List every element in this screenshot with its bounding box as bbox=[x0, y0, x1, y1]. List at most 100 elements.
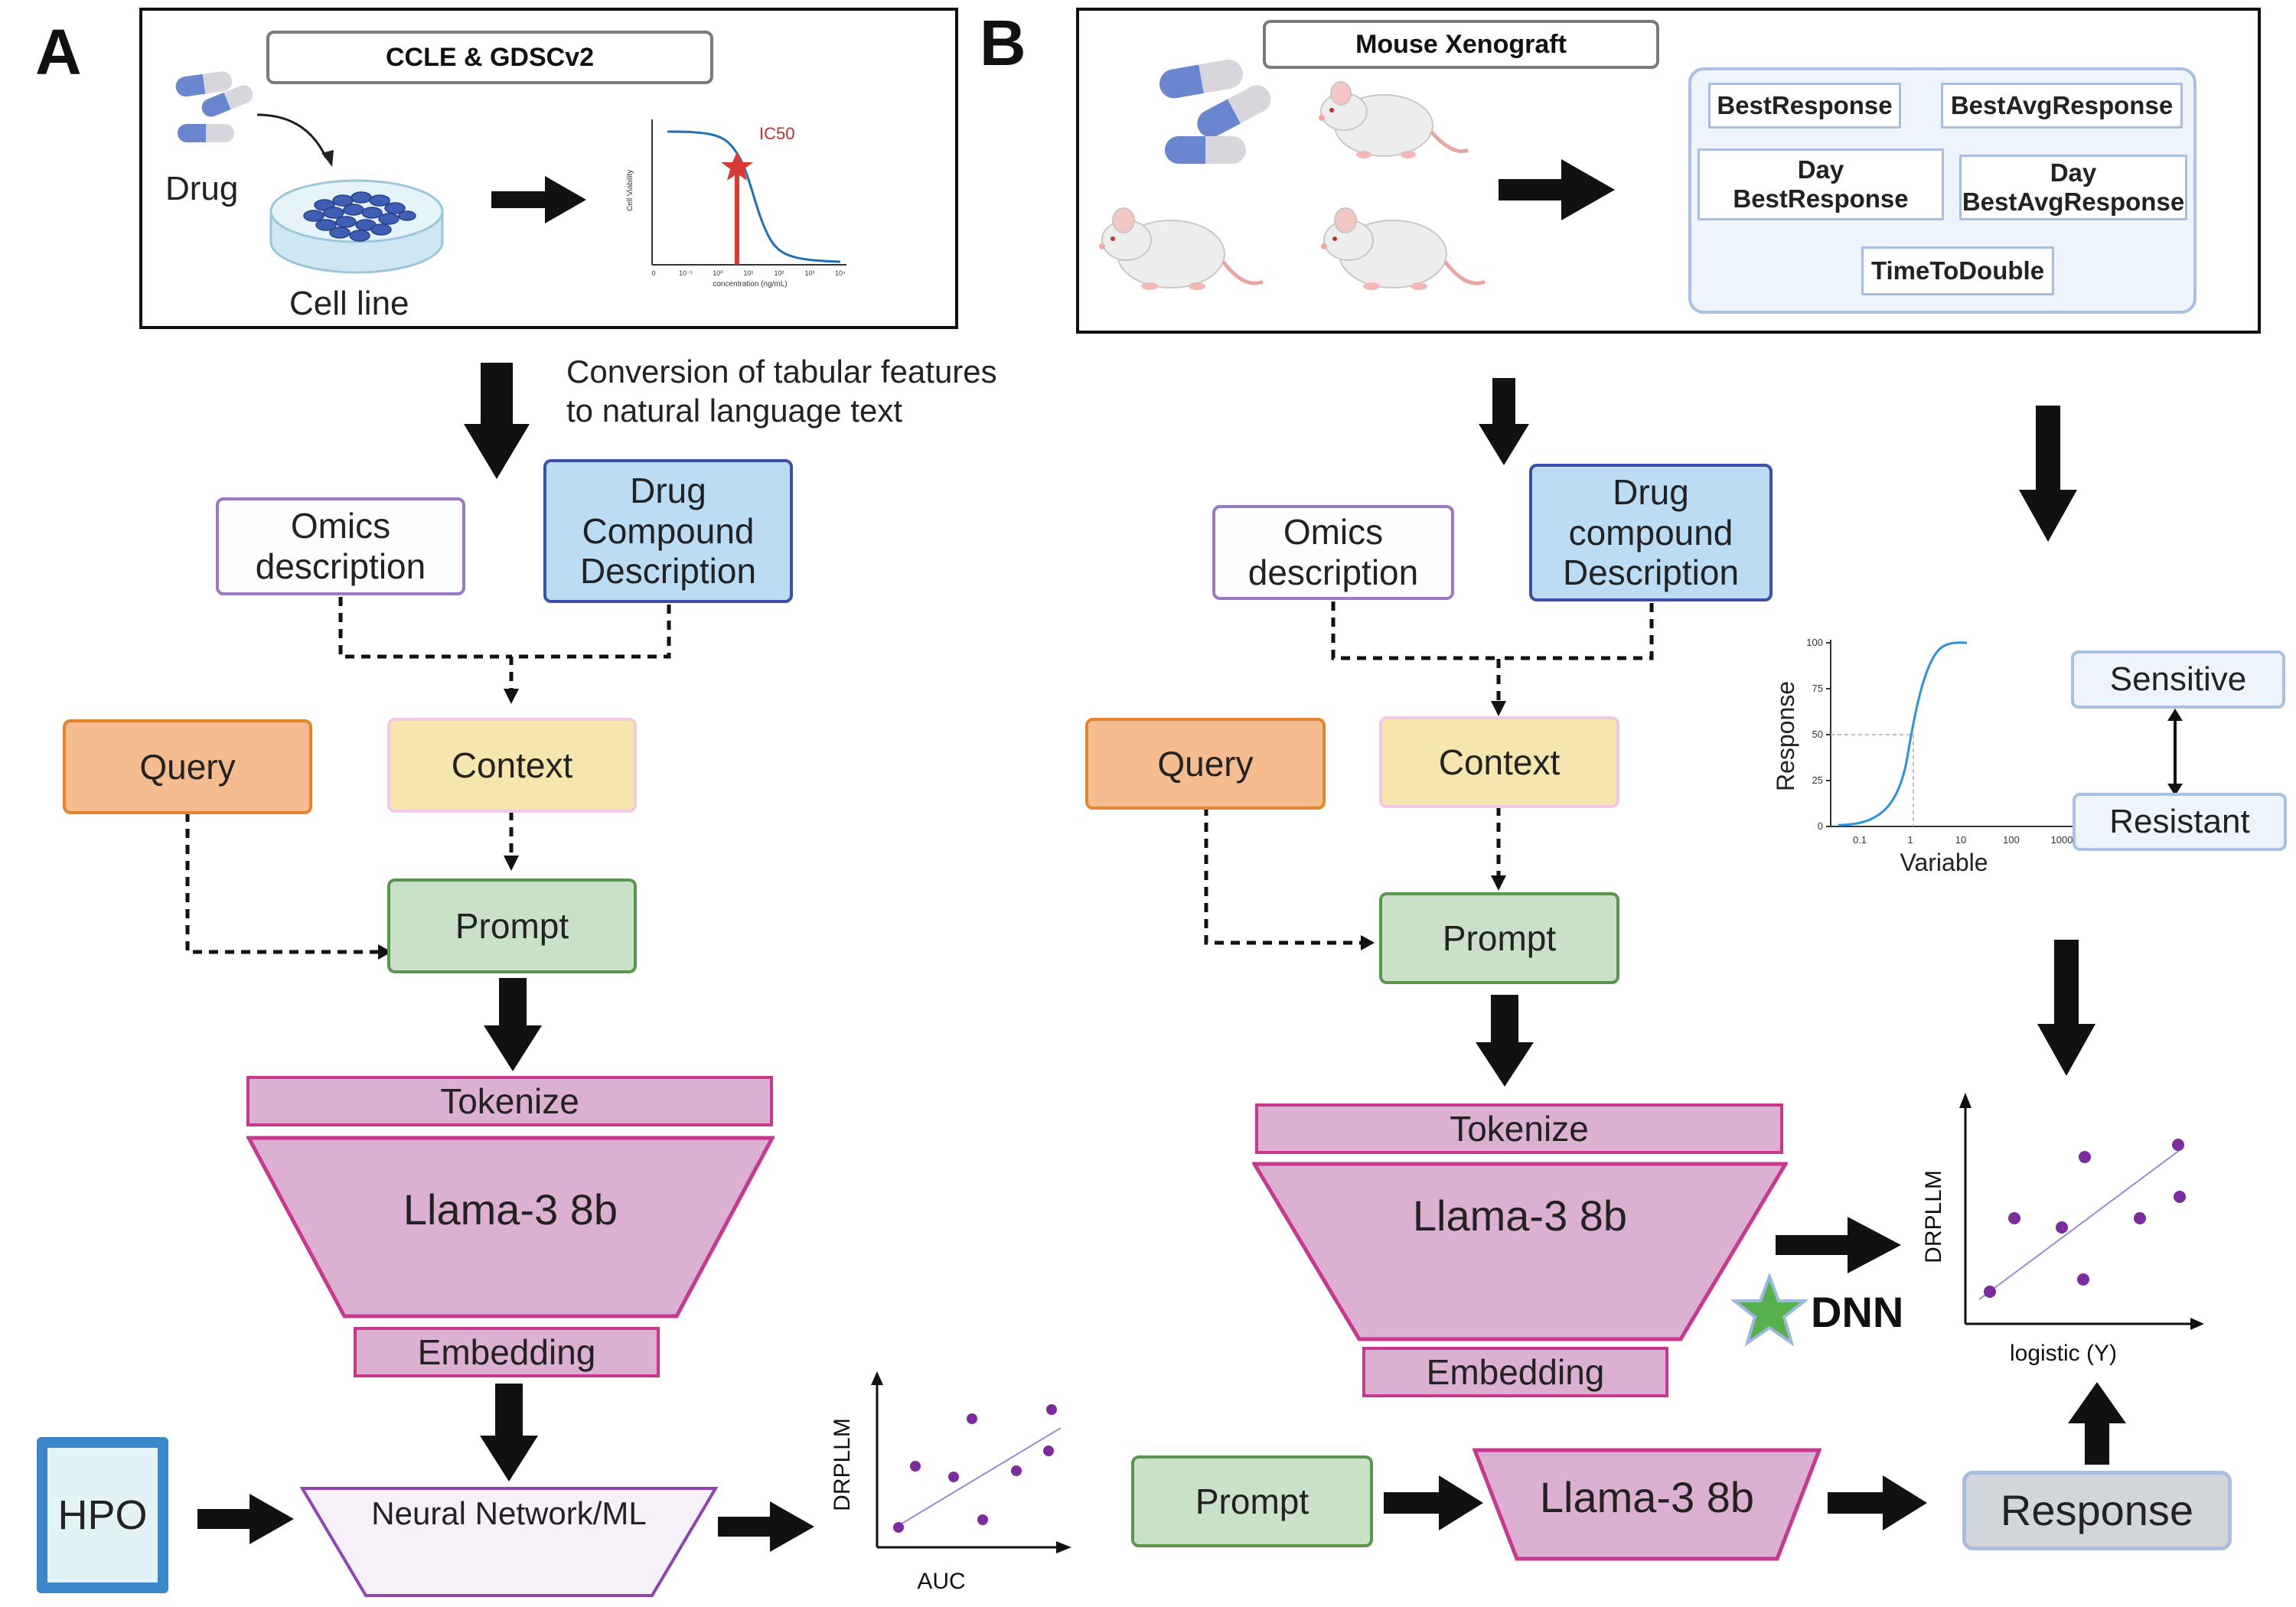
tokenize-box: Tokenize bbox=[246, 1076, 773, 1126]
prompt-box: Prompt bbox=[387, 878, 637, 973]
svg-text:0: 0 bbox=[651, 269, 655, 277]
response-box: Response bbox=[1962, 1471, 2232, 1550]
dnn-label: DNN bbox=[1811, 1288, 1904, 1336]
down-arrow bbox=[484, 978, 542, 1071]
svg-text:25: 25 bbox=[1812, 774, 1823, 786]
metric-best-response: BestResponse bbox=[1708, 83, 1901, 129]
ic50-label: IC50 bbox=[759, 124, 794, 143]
svg-text:100: 100 bbox=[1806, 637, 1823, 648]
svg-text:10: 10 bbox=[1955, 834, 1966, 846]
drug-compound-description-box: Drug Compound Description bbox=[543, 459, 793, 603]
arrow-icon bbox=[197, 1494, 294, 1544]
arrow-icon bbox=[491, 176, 586, 223]
llama-label: Llama-3 8b bbox=[1412, 1191, 1628, 1240]
pill-icon bbox=[175, 71, 233, 97]
svg-text:1000: 1000 bbox=[2051, 834, 2073, 846]
llama-trapezoid bbox=[246, 1136, 775, 1319]
arrow-icon bbox=[718, 1501, 814, 1552]
curve-x-label: concentration (ng/mL) bbox=[713, 280, 787, 288]
query-box: Query bbox=[1085, 718, 1326, 810]
svg-text:50: 50 bbox=[1812, 729, 1823, 740]
pill-icon bbox=[201, 85, 253, 117]
arrow-icon bbox=[1499, 159, 1615, 220]
neural-network-label: Neural Network/ML bbox=[371, 1495, 647, 1531]
svg-text:10⁴: 10⁴ bbox=[835, 269, 846, 277]
svg-text:10⁻¹: 10⁻¹ bbox=[679, 269, 693, 277]
neural-network-trapezoid bbox=[300, 1487, 718, 1597]
sigmoid-curve: 0 25 50 75 100 0.1 1 10 100 1000 Respons… bbox=[1776, 637, 2074, 876]
svg-text:75: 75 bbox=[1812, 683, 1823, 694]
svg-text:100: 100 bbox=[2003, 834, 2020, 846]
pill-icon bbox=[1197, 85, 1271, 138]
scatter-a-xlabel: AUC bbox=[917, 1569, 965, 1594]
metric-day-best-response: Day BestResponse bbox=[1698, 148, 1944, 220]
arrow-icon bbox=[1828, 1475, 1927, 1530]
scatter-b-xlabel: logistic (Y) bbox=[2010, 1341, 2117, 1366]
embedding-box: Embedding bbox=[1362, 1347, 1668, 1397]
llama-label-2: Llama-3 8b bbox=[1539, 1473, 1755, 1521]
sigmoid-xlabel: Variable bbox=[1900, 849, 1988, 876]
up-arrow bbox=[2068, 1382, 2126, 1465]
curve-y-label: Cell Viability bbox=[626, 170, 634, 211]
arrow-icon bbox=[1384, 1475, 1483, 1530]
context-box: Context bbox=[387, 718, 637, 813]
sigmoid-ylabel: Response bbox=[1776, 681, 1799, 791]
svg-text:0.1: 0.1 bbox=[1853, 834, 1867, 846]
dose-response-curve: IC50 Cell Viability 0 10⁻¹ 10⁰ 10¹ 10² 1… bbox=[626, 119, 846, 288]
ic50-star-icon bbox=[721, 152, 753, 181]
tokenize-box: Tokenize bbox=[1255, 1103, 1783, 1154]
omics-description-box: Omics description bbox=[216, 497, 465, 595]
star-icon bbox=[1731, 1273, 1808, 1347]
llama-trapezoid-2 bbox=[1473, 1448, 1821, 1561]
omics-description-box: Omics description bbox=[1212, 505, 1454, 600]
metric-time-to-double: TimeToDouble bbox=[1861, 246, 2054, 295]
mouse-icon bbox=[1099, 207, 1264, 290]
svg-text:10⁰: 10⁰ bbox=[713, 269, 723, 277]
down-arrow bbox=[464, 363, 530, 479]
panel-a-dataset-title: CCLE & GDSCv2 bbox=[266, 31, 713, 84]
sensitive-box: Sensitive bbox=[2071, 650, 2285, 709]
embedding-box: Embedding bbox=[354, 1327, 660, 1377]
llama-trapezoid bbox=[1252, 1162, 1788, 1341]
pill-icon bbox=[1159, 59, 1243, 99]
metric-best-avg-response: BestAvgResponse bbox=[1941, 83, 2183, 129]
mouse-icon bbox=[1321, 207, 1486, 290]
context-box: Context bbox=[1379, 716, 1619, 808]
hpo-box: HPO bbox=[37, 1437, 168, 1593]
logistic-scatter-plot: DRPLLM logistic (Y) bbox=[1921, 1093, 2204, 1366]
prompt-box-2: Prompt bbox=[1131, 1455, 1373, 1547]
double-arrow bbox=[2167, 709, 2183, 796]
conversion-text-line-1: Conversion of tabular features bbox=[566, 354, 997, 390]
down-arrow bbox=[2019, 406, 2077, 542]
svg-text:0: 0 bbox=[1818, 820, 1823, 832]
drug-compound-description-box: Drug compound Description bbox=[1529, 464, 1773, 601]
drug-label: Drug bbox=[165, 170, 239, 207]
arrow-icon bbox=[1776, 1217, 1901, 1273]
panel-b-letter: B bbox=[980, 7, 1026, 79]
query-box: Query bbox=[63, 719, 312, 814]
metric-day-best-avg-response: Day BestAvgResponse bbox=[1959, 155, 2187, 220]
pill-icon-group-a bbox=[175, 71, 253, 142]
panel-a-letter: A bbox=[35, 16, 82, 88]
scatter-a-ylabel: DRPLLM bbox=[830, 1418, 855, 1511]
down-arrow bbox=[1476, 995, 1534, 1087]
down-arrow bbox=[2037, 940, 2095, 1076]
svg-text:1: 1 bbox=[1907, 834, 1913, 846]
svg-text:10³: 10³ bbox=[804, 269, 814, 277]
conversion-text-line-2: to natural language text bbox=[566, 393, 902, 429]
cell-line-label: Cell line bbox=[289, 285, 409, 322]
pill-icon bbox=[1165, 136, 1246, 164]
mouse-icon bbox=[1319, 81, 1469, 158]
conversion-text: Conversion of tabular features to natura… bbox=[566, 352, 997, 430]
down-arrow bbox=[480, 1384, 538, 1482]
prompt-box: Prompt bbox=[1379, 892, 1619, 984]
panel-b-dataset-title: Mouse Xenograft bbox=[1263, 20, 1659, 69]
down-arrow bbox=[1479, 378, 1529, 465]
auc-scatter-plot: DRPLLM AUC bbox=[830, 1371, 1071, 1594]
svg-text:10²: 10² bbox=[774, 269, 784, 277]
scatter-b-ylabel: DRPLLM bbox=[1921, 1170, 1946, 1263]
petri-dish-icon bbox=[269, 179, 444, 274]
pill-icon bbox=[178, 124, 234, 142]
